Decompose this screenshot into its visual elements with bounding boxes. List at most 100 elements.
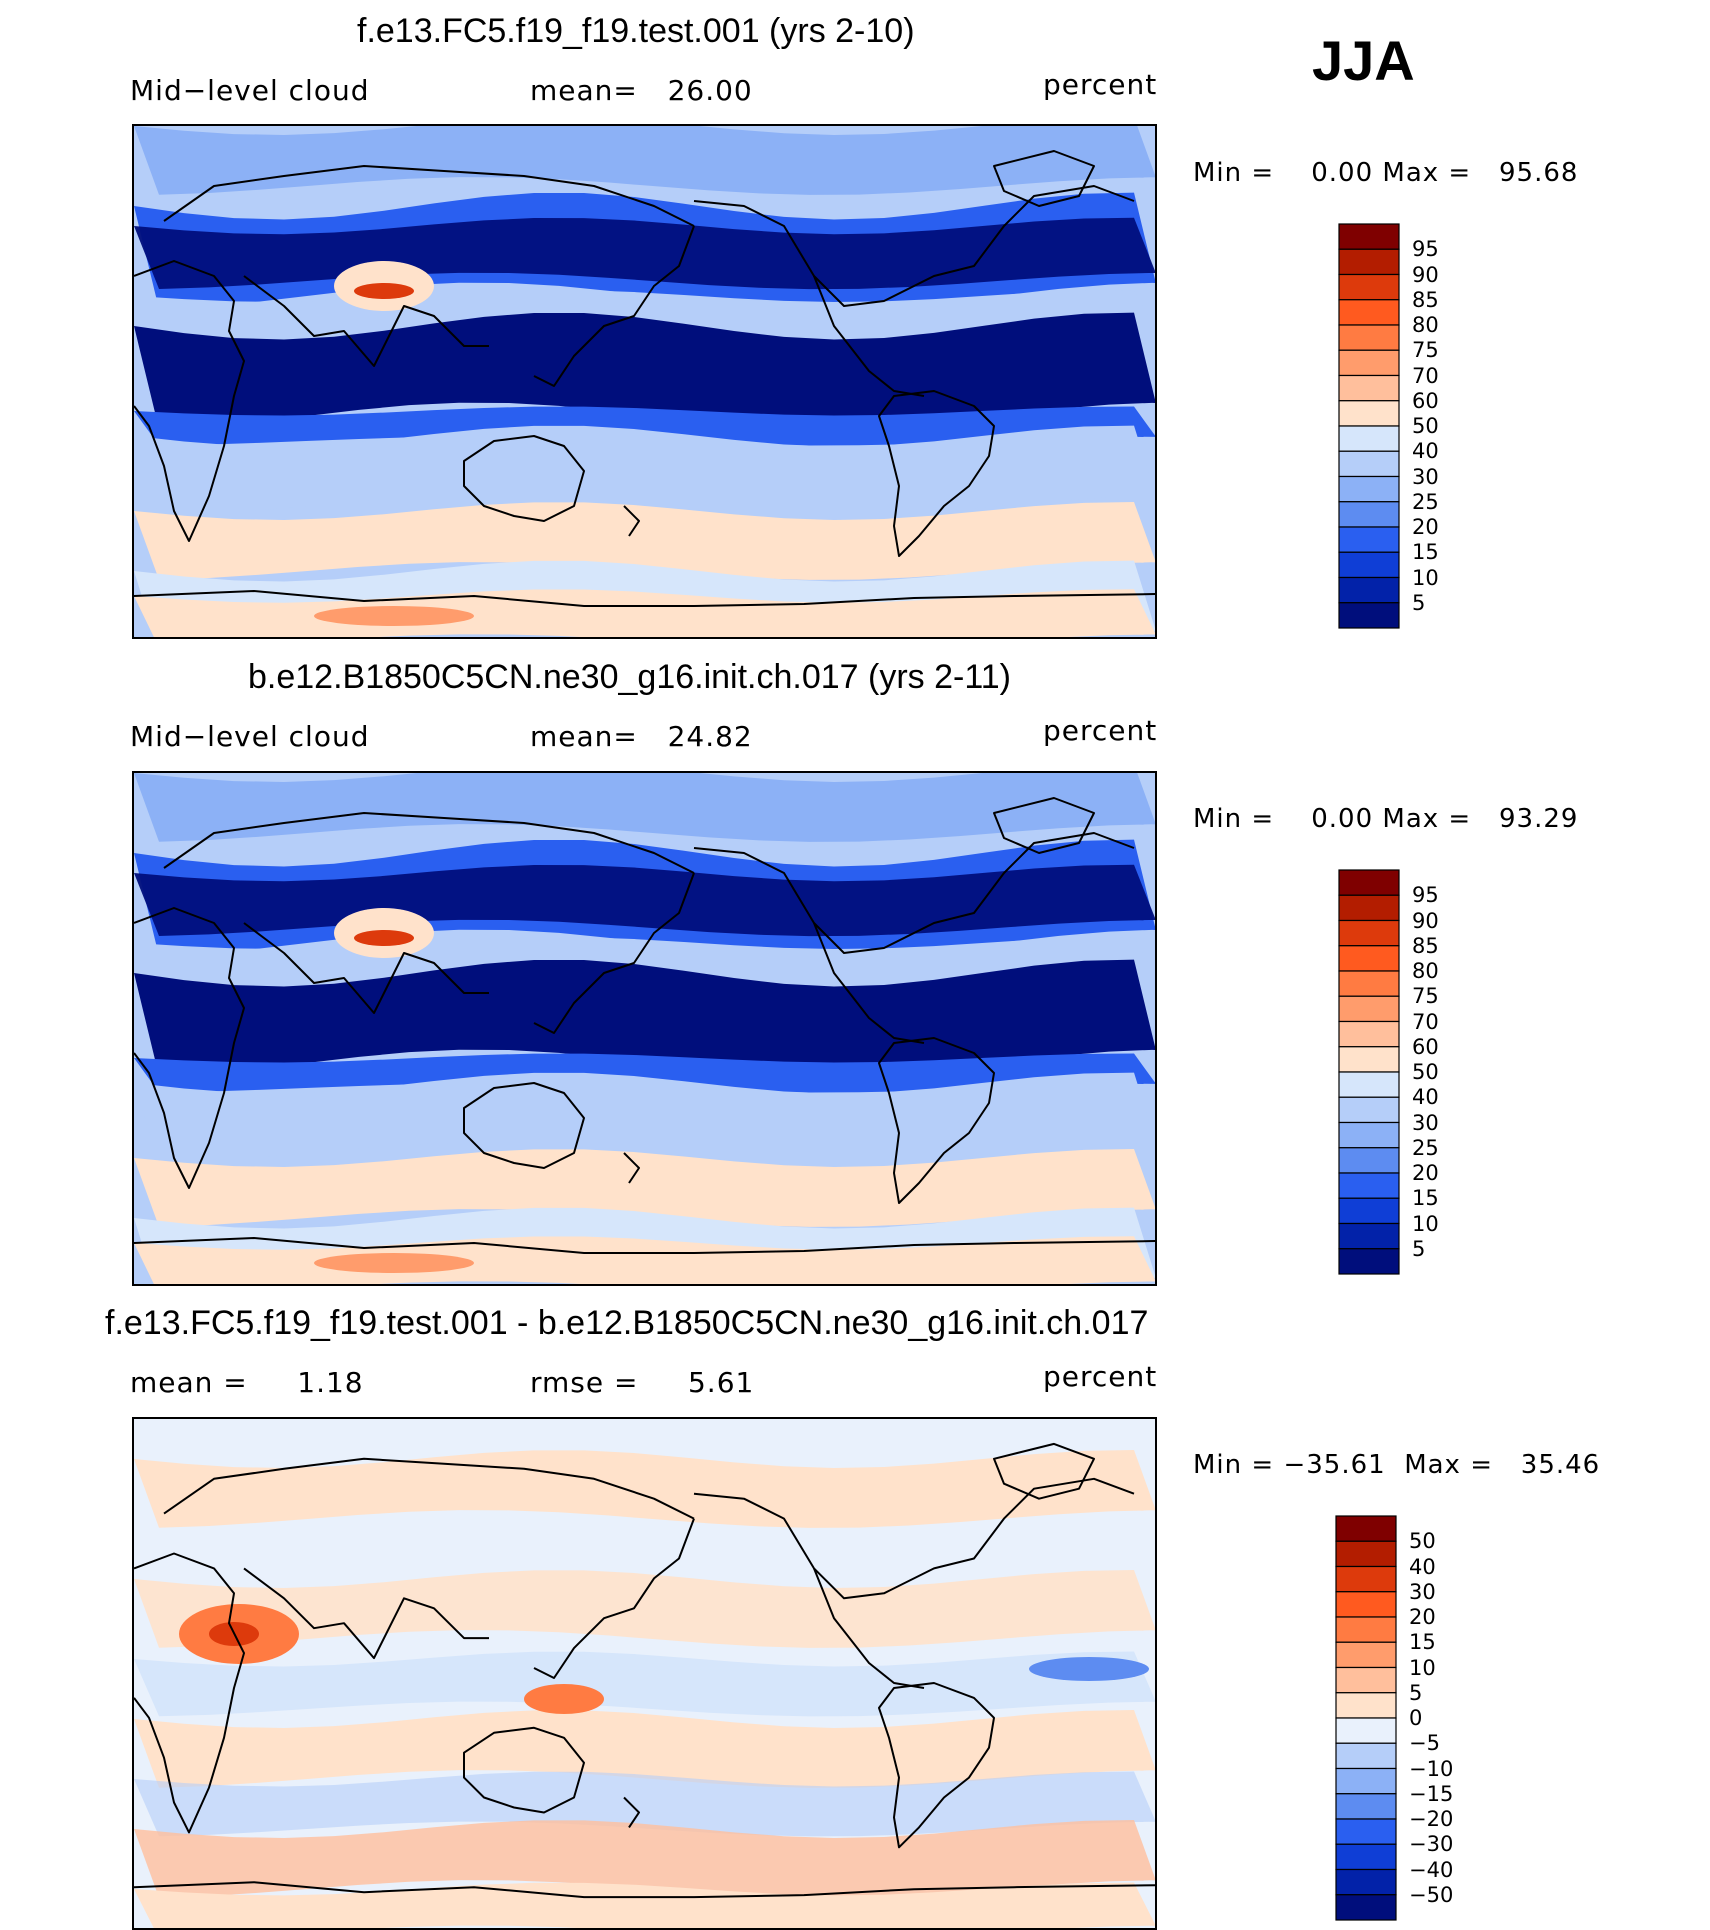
colorbar-tick-label: 80 xyxy=(1412,313,1439,337)
colorbar-swatch xyxy=(1335,1868,1397,1896)
colorbar-tick-label: 85 xyxy=(1412,287,1439,312)
coastline xyxy=(813,922,925,1044)
colorbar-swatch xyxy=(1338,475,1400,503)
coastline xyxy=(134,590,1155,607)
season-label: JJA xyxy=(1312,29,1415,92)
coastline xyxy=(533,225,695,387)
coastline xyxy=(243,922,489,1014)
coastline xyxy=(463,1082,585,1169)
colorbar-swatch xyxy=(1338,894,1400,922)
colorbar-swatch xyxy=(1338,1121,1400,1149)
minmax-label: Min = 0.00 Max = 93.29 xyxy=(1193,804,1579,834)
pacific-anomaly xyxy=(524,1684,604,1714)
coastline xyxy=(623,1796,640,1828)
colorbar-swatch xyxy=(1338,1046,1400,1073)
coastline xyxy=(243,1567,489,1660)
colorbar-swatch xyxy=(1338,400,1400,427)
colorbar-tick-label: 40 xyxy=(1412,1085,1439,1110)
colorbar-tick-label: 20 xyxy=(1412,515,1439,539)
colorbar-swatch xyxy=(1338,526,1400,553)
coastline xyxy=(163,1457,695,1520)
colorbar-tick-label: 40 xyxy=(1409,1554,1436,1579)
colorbar-tick-label: −10 xyxy=(1409,1756,1454,1781)
antarctic-feature xyxy=(314,1253,474,1273)
tibet-core xyxy=(354,930,414,946)
coastline xyxy=(134,260,245,542)
coastline xyxy=(878,1037,995,1204)
colorbar-swatch xyxy=(1335,1843,1397,1871)
colorbar-tick-label: 80 xyxy=(1412,959,1439,983)
colorbar-tick-label: 75 xyxy=(1412,984,1439,1009)
left-label: Mid−level cloud xyxy=(130,720,370,753)
colorbar-swatch xyxy=(1335,1894,1397,1921)
panel-title: f.e13.FC5.f19_f19.test.001 (yrs 2-10) xyxy=(357,12,915,50)
coastline xyxy=(163,812,695,874)
coastline xyxy=(813,275,925,397)
colorbar-swatch xyxy=(1338,501,1400,528)
colorbar-tick-label: 85 xyxy=(1412,933,1439,958)
colorbar-tick-label: 70 xyxy=(1412,1009,1439,1034)
coastline xyxy=(134,1881,1155,1899)
colorbar-tick-label: 15 xyxy=(1409,1630,1436,1655)
colorbar-tick-label: 15 xyxy=(1412,1186,1439,1211)
colorbar-tick-label: 25 xyxy=(1412,489,1439,514)
coastline xyxy=(134,907,245,1189)
colorbar-swatch xyxy=(1338,1020,1400,1048)
colorbar-swatch xyxy=(1338,324,1400,351)
mean-label: mean= 26.00 xyxy=(530,74,753,107)
left-label: Mid−level cloud xyxy=(130,74,370,107)
colorbar-swatch xyxy=(1338,945,1400,972)
colorbar-swatch xyxy=(1335,1692,1397,1719)
colorbar-swatch xyxy=(1335,1616,1397,1643)
coastline xyxy=(243,275,489,367)
units-label: percent xyxy=(1043,714,1158,747)
colorbar-tick-label: −15 xyxy=(1409,1781,1454,1806)
coastline xyxy=(463,1726,585,1814)
colorbar-swatch xyxy=(1338,970,1400,997)
coastline xyxy=(878,390,995,557)
colorbar-tick-label: −30 xyxy=(1409,1832,1454,1857)
coastline xyxy=(134,1552,245,1834)
minmax-label: Min = 0.00 Max = 95.68 xyxy=(1193,158,1579,188)
colorbar-swatch xyxy=(1338,1147,1400,1174)
colorbar-tick-label: 30 xyxy=(1412,1110,1439,1135)
colorbar-swatch xyxy=(1335,1515,1397,1542)
colorbar-control: 95 90 85 80 75 70 60 50 40 30 25 20 15 10 5 xyxy=(1338,869,1468,1275)
coastline xyxy=(993,1442,1095,1500)
map-control xyxy=(132,771,1157,1286)
coastline xyxy=(163,165,695,227)
colorbar-tick-label: 0 xyxy=(1409,1706,1423,1730)
coastline xyxy=(693,1477,1135,1600)
minmax-label: Min = −35.61 Max = 35.46 xyxy=(1193,1450,1601,1480)
colorbar-swatch xyxy=(1338,425,1400,452)
colorbar-tick-label: 30 xyxy=(1409,1579,1436,1604)
units-label: percent xyxy=(1043,68,1158,101)
rmse-label: rmse = 5.61 xyxy=(530,1366,755,1399)
colorbar-swatch xyxy=(1335,1793,1397,1820)
colorbar-swatch xyxy=(1338,450,1400,478)
panel-title: f.e13.FC5.f19_f19.test.001 - b.e12.B1850… xyxy=(105,1304,1149,1342)
antarctic-feature xyxy=(314,606,474,626)
colorbar-swatch xyxy=(1335,1767,1397,1795)
colorbar-swatch xyxy=(1338,223,1400,250)
colorbar-tick-label: 25 xyxy=(1412,1135,1439,1160)
colorbar-tick-label: 60 xyxy=(1412,388,1439,413)
colorbar-swatch xyxy=(1335,1717,1397,1744)
map-difference xyxy=(132,1417,1157,1930)
colorbar-tick-label: 5 xyxy=(1412,590,1426,615)
mean-label: mean = 1.18 xyxy=(130,1366,364,1399)
colorbar-tick-label: 90 xyxy=(1412,908,1439,933)
colorbar-test: 95 90 85 80 75 70 60 50 40 30 25 20 15 10 5 xyxy=(1338,223,1468,629)
colorbar-tick-label: 5 xyxy=(1412,1236,1426,1261)
coastline xyxy=(533,872,695,1034)
colorbar-swatch xyxy=(1338,1197,1400,1225)
colorbar-tick-label: −50 xyxy=(1409,1882,1454,1907)
colorbar-swatch xyxy=(1338,248,1400,276)
coastline xyxy=(533,1518,695,1679)
colorbar-swatch xyxy=(1338,349,1400,377)
colorbar-tick-label: 70 xyxy=(1412,363,1439,388)
colorbar-swatch xyxy=(1338,1248,1400,1275)
colorbar-swatch xyxy=(1335,1742,1397,1770)
colorbar-tick-label: 95 xyxy=(1412,237,1439,262)
map-test xyxy=(132,124,1157,639)
